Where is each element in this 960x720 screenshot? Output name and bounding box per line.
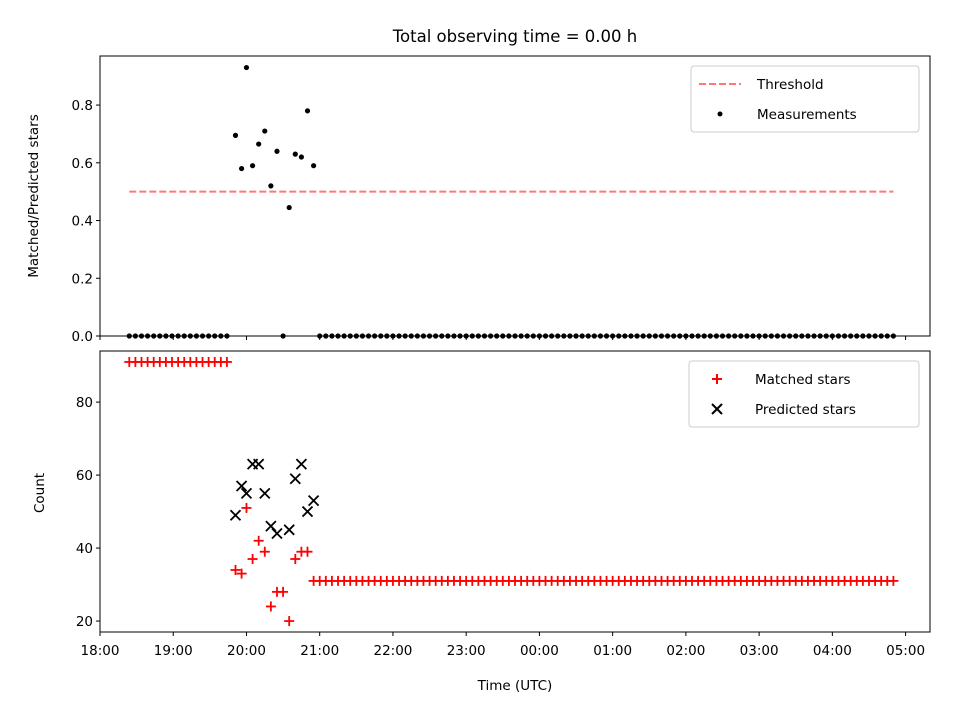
measurements-point <box>262 128 268 134</box>
matched-stars-point <box>259 546 270 557</box>
predicted-stars-point <box>307 494 320 507</box>
ratio-plot-frame <box>99 55 931 337</box>
legend-threshold-label: Threshold <box>756 77 824 93</box>
measurements-point <box>256 141 262 147</box>
x-tick-label: 21:00 <box>300 643 339 659</box>
y-axis-label: Count <box>32 473 48 513</box>
measurements-point <box>274 148 280 154</box>
predicted-stars-point <box>235 480 248 492</box>
x-tick-label: 00:00 <box>520 643 559 659</box>
measurements-point <box>292 151 298 157</box>
legend-matched-label: Matched stars <box>755 372 851 388</box>
x-tick-label: 22:00 <box>373 643 412 659</box>
legend: Threshold Measurements <box>690 65 920 133</box>
count-plot-area: 20 40 60 80 18:00 19:00 20:00 21:00 22:00 23:00 00… <box>76 356 925 659</box>
measurements-point <box>311 163 317 169</box>
matched-stars-point <box>290 554 301 565</box>
matched-stars-point <box>265 601 276 612</box>
predicted-stars-point <box>259 487 271 499</box>
legend-measurements-label: Measurements <box>757 107 857 123</box>
predicted-stars-point <box>301 505 314 518</box>
predicted-stars-point <box>289 473 301 485</box>
matched-stars-point <box>253 535 264 546</box>
matched-stars-point <box>230 564 241 575</box>
x-tick-label: 20:00 <box>227 643 266 659</box>
matched-stars-point <box>236 568 247 579</box>
y-axis-label: Matched/Predicted stars <box>26 114 42 277</box>
y-tick-label: 80 <box>76 395 93 411</box>
x-tick-label: 01:00 <box>593 643 632 659</box>
measurements-point <box>298 154 304 160</box>
legend-predicted-label: Predicted stars <box>755 402 856 418</box>
legend-matched-marker <box>712 374 722 384</box>
matched-stars-point <box>241 502 252 513</box>
matched-stars-point <box>888 575 899 586</box>
predicted-stars-point <box>240 487 253 499</box>
x-tick-label: 05:00 <box>886 643 925 659</box>
y-tick-label: 20 <box>76 614 93 630</box>
measurements-point <box>286 204 292 211</box>
x-axis-label: Time (UTC) <box>477 678 553 694</box>
y-tick-label: 0.8 <box>72 98 93 114</box>
y-tick-label: 60 <box>76 468 93 484</box>
x-tick-label: 19:00 <box>154 643 193 659</box>
legend: Matched stars Predicted stars <box>688 360 920 428</box>
count-panel: Count Time (UTC) 20 40 60 80 18:00 19:00 20:00… <box>32 350 931 694</box>
legend-measurements-marker <box>717 111 723 117</box>
matched-stars-point <box>284 616 295 627</box>
matched-stars-point <box>302 546 313 557</box>
legend-box <box>690 65 920 133</box>
measurements-point <box>238 165 245 172</box>
measurements-point <box>268 183 274 189</box>
predicted-stars-point <box>229 509 242 521</box>
legend-box <box>688 360 920 428</box>
predicted-stars-point <box>271 527 283 540</box>
measurements-point <box>243 64 250 71</box>
measurements-point <box>249 163 256 169</box>
y-tick-label: 0.0 <box>72 329 93 345</box>
legend-predicted-marker <box>711 403 723 415</box>
y-tick-label: 40 <box>76 541 93 557</box>
y-tick-label: 0.6 <box>72 156 93 172</box>
measurements-point <box>232 132 239 138</box>
predicted-stars-point <box>253 458 265 470</box>
y-tick-label: 0.2 <box>72 271 93 287</box>
x-tick-label: 18:00 <box>81 643 120 659</box>
x-tick-label: 02:00 <box>666 643 705 659</box>
measurements-point <box>304 108 311 114</box>
matched-stars-point <box>278 586 289 597</box>
ratio-panel: Total observing time = 0.00 h Matched/Pr… <box>26 27 931 345</box>
y-tick-label: 0.4 <box>72 214 93 230</box>
matched-stars-point <box>221 356 232 367</box>
count-plot-frame <box>99 350 931 633</box>
x-tick-label: 03:00 <box>740 643 779 659</box>
predicted-stars-point <box>295 458 308 470</box>
predicted-stars-point <box>283 524 295 536</box>
x-tick-label: 23:00 <box>447 643 486 659</box>
chart-title: Total observing time = 0.00 h <box>392 27 637 46</box>
x-tick-label: 04:00 <box>813 643 852 659</box>
matched-stars-point <box>247 554 258 565</box>
